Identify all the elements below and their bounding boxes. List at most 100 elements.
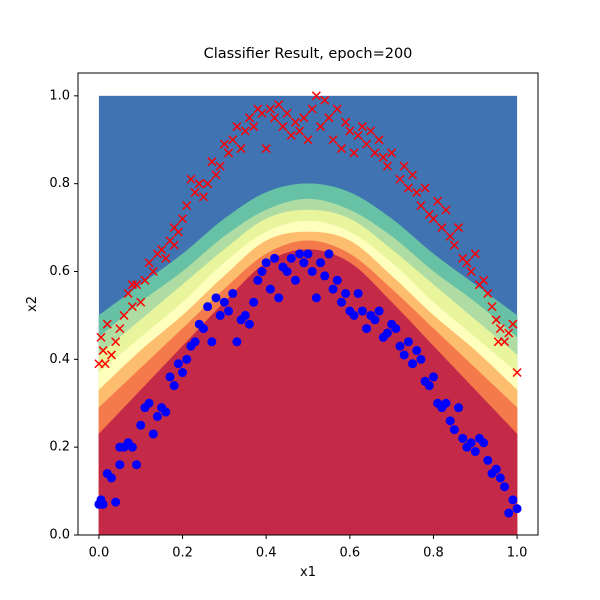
dot-marker <box>374 306 384 316</box>
dot-marker <box>169 381 179 391</box>
x-marker <box>127 302 137 312</box>
dot-marker <box>303 249 313 259</box>
x-marker <box>316 122 326 132</box>
x-marker <box>232 122 242 132</box>
x-marker <box>211 170 221 180</box>
dot-marker <box>261 258 271 268</box>
dot-marker <box>458 433 468 443</box>
dot-marker <box>148 429 158 439</box>
dot-marker <box>282 267 292 277</box>
dot-marker <box>316 258 326 268</box>
x-marker <box>403 183 413 193</box>
dot-marker <box>441 398 451 408</box>
dot-marker <box>270 253 280 263</box>
dot-marker <box>215 310 225 320</box>
x-marker <box>96 332 106 342</box>
x-marker <box>345 126 355 136</box>
dot-marker <box>211 293 221 303</box>
dot-marker <box>144 398 154 408</box>
x-marker <box>127 280 137 290</box>
x-marker <box>278 122 288 132</box>
x-marker <box>186 174 196 184</box>
x-marker <box>215 161 225 171</box>
x-marker <box>320 95 330 105</box>
dot-marker <box>412 346 422 356</box>
dot-marker <box>479 438 489 448</box>
dot-marker <box>370 315 380 325</box>
dot-marker <box>198 324 208 334</box>
x-marker <box>395 174 405 184</box>
axes-frame <box>77 72 539 536</box>
chart-title: Classifier Result, epoch=200 <box>204 46 413 62</box>
x-marker <box>508 319 518 329</box>
x-marker <box>270 113 280 123</box>
x-marker <box>178 214 188 224</box>
y-tick-label: 0.8 <box>49 176 70 191</box>
dot-marker <box>127 442 137 452</box>
x-marker <box>493 337 503 347</box>
x-marker <box>295 126 305 136</box>
x-marker <box>382 161 392 171</box>
dot-marker <box>341 288 351 298</box>
dot-marker <box>512 504 522 514</box>
dot-marker <box>353 288 363 298</box>
dot-marker <box>136 420 146 430</box>
y-axis-label: x2 <box>25 296 40 312</box>
x-marker <box>123 288 133 298</box>
x-marker <box>378 152 388 162</box>
x-marker <box>100 359 110 369</box>
x-marker <box>324 113 334 123</box>
y-tick-label: 0.0 <box>49 528 70 543</box>
dot-marker <box>454 403 464 413</box>
dot-marker <box>165 372 175 382</box>
x-marker <box>336 144 346 154</box>
dot-marker <box>207 337 217 347</box>
x-tick-label: 0.4 <box>256 546 277 561</box>
x-marker <box>374 135 384 145</box>
x-marker <box>491 315 501 325</box>
dot-marker <box>240 310 250 320</box>
dot-marker <box>395 341 405 351</box>
x-marker <box>495 324 505 334</box>
x-tick-label: 0.2 <box>172 546 193 561</box>
dot-marker <box>504 508 514 518</box>
x-marker <box>454 223 464 233</box>
x-marker <box>290 117 300 127</box>
x-marker <box>504 328 514 338</box>
x-marker <box>449 240 459 250</box>
x-marker <box>244 113 254 123</box>
x-marker <box>198 192 208 202</box>
x-marker <box>408 170 418 180</box>
dot-marker <box>362 324 372 334</box>
x-marker <box>362 139 372 149</box>
dot-marker <box>495 473 505 483</box>
x-marker <box>286 130 296 140</box>
x-marker <box>328 135 338 145</box>
dot-marker <box>286 253 296 263</box>
x-marker <box>265 104 275 114</box>
x-marker <box>399 161 409 171</box>
x-marker <box>307 104 317 114</box>
dot-marker <box>299 258 309 268</box>
dot-marker <box>403 337 413 347</box>
dot-marker <box>274 293 284 303</box>
dot-marker <box>244 319 254 329</box>
x-marker <box>102 319 112 329</box>
x-marker <box>219 139 229 149</box>
dot-marker <box>115 460 125 470</box>
x-marker <box>111 337 121 347</box>
x-marker <box>512 367 522 378</box>
dot-marker <box>265 284 275 294</box>
x-axis-label: x1 <box>300 565 316 580</box>
y-tick-label: 0.2 <box>49 440 70 455</box>
x-tick-label: 0.8 <box>423 546 444 561</box>
x-marker <box>437 223 447 233</box>
y-tick-label: 0.6 <box>49 264 70 279</box>
x-marker <box>228 135 238 145</box>
x-marker <box>299 113 309 123</box>
dot-marker <box>132 460 142 470</box>
dot-marker <box>228 288 238 298</box>
x-marker <box>203 179 213 189</box>
dot-marker <box>249 297 259 307</box>
x-marker <box>311 91 321 101</box>
